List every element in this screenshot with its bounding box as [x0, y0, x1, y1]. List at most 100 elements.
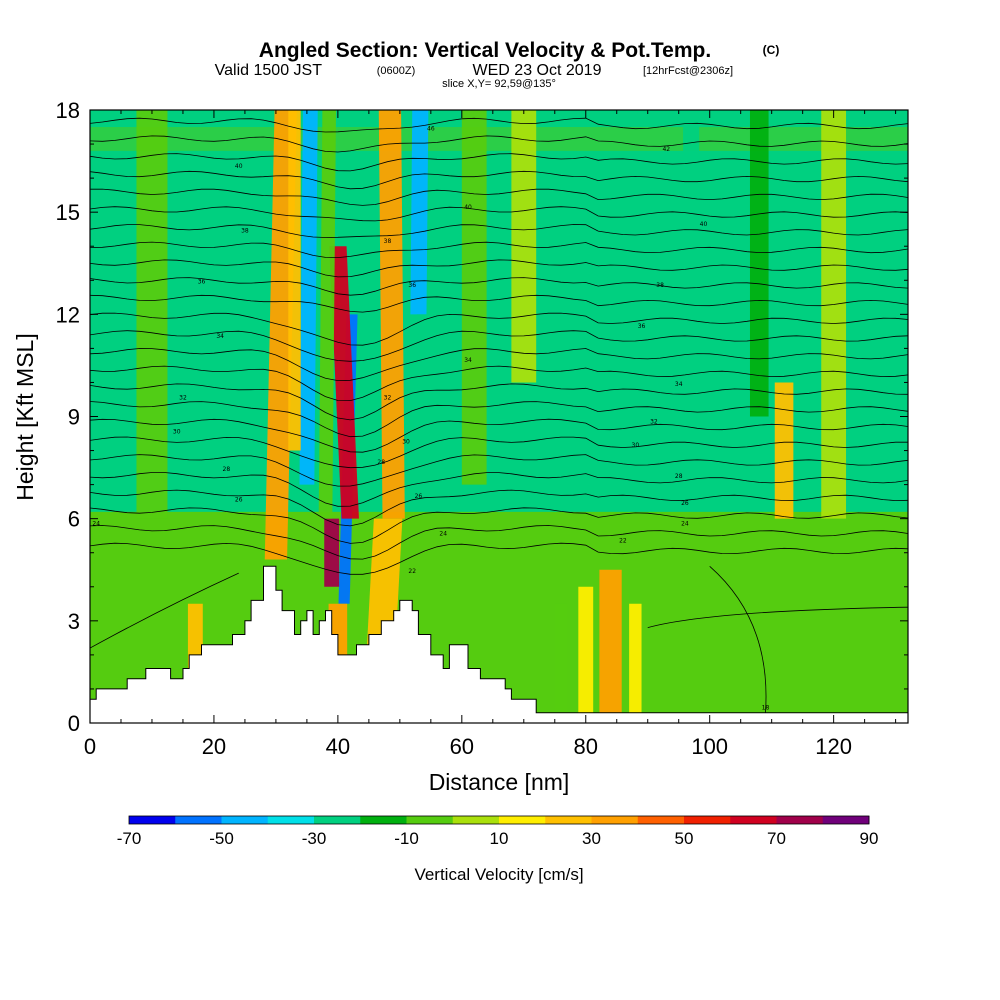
chart-units-tag: (C)	[763, 43, 780, 57]
velocity-plume-12	[288, 110, 301, 451]
colorbar-label-2: -30	[302, 829, 327, 848]
isentrope-7	[90, 436, 908, 469]
forecast-tag: [12hrFcst@2306z]	[643, 65, 733, 77]
contour-label-19: 34	[464, 357, 472, 364]
isentrope-18	[90, 241, 908, 259]
velocity-plume-11	[318, 110, 337, 519]
colorbar-label-3: -10	[394, 829, 419, 848]
contour-label-3: 28	[223, 466, 231, 473]
velocity-plume-18	[774, 382, 794, 519]
contour-label-11: 38	[384, 238, 392, 245]
colorbar-swatch-9	[499, 816, 546, 824]
isentrope-22	[90, 170, 908, 190]
isentrope-6	[90, 454, 908, 487]
isentrope-21	[90, 188, 908, 206]
contour-label-14: 28	[377, 459, 385, 466]
contour-label-25: 34	[675, 381, 683, 388]
velocity-plume-14	[599, 569, 622, 713]
isentrope-5	[90, 472, 908, 507]
contour-label-16: 26	[415, 493, 423, 500]
colorbar-label-8: 90	[860, 829, 879, 848]
contour-label-10: 46	[427, 125, 435, 132]
contour-label-23: 38	[656, 282, 664, 289]
y-tick-label-12: 12	[56, 302, 80, 327]
x-axis-label: Distance [nm]	[429, 769, 570, 795]
contour-label-24: 36	[638, 323, 646, 330]
isentrope-13	[90, 330, 908, 362]
velocity-plume-17	[629, 603, 642, 713]
x-tick-label-20: 20	[202, 734, 226, 759]
colorbar-swatch-15	[776, 816, 824, 824]
colorbar-swatch-11	[591, 816, 639, 824]
colorbar-swatch-13	[684, 816, 731, 824]
velocity-plume-23	[749, 110, 769, 417]
colorbar-frame	[128, 815, 870, 825]
colorbar-swatch-12	[637, 816, 685, 824]
contour-label-7: 36	[198, 279, 206, 286]
isentrope-8	[90, 418, 908, 453]
isentrope-3	[90, 507, 908, 544]
isentrope-15	[90, 294, 908, 313]
colorbar-swatch-6	[360, 816, 407, 824]
contour-label-21: 42	[662, 146, 670, 153]
contour-label-28: 28	[675, 473, 683, 480]
x-tick-label-120: 120	[815, 734, 852, 759]
contour-label-26: 32	[650, 418, 658, 425]
x-axis: 0 20 40 60 80 100 120	[84, 110, 897, 759]
colorbar-labels: -70 -50 -30 -10 10 30 50 70 90	[117, 829, 879, 848]
low-isentrope-2	[647, 606, 908, 629]
colorbar-swatch-2	[175, 816, 222, 824]
contour-label-31: 22	[619, 538, 627, 545]
isentrope-23	[90, 153, 908, 172]
isentrope-11	[90, 365, 908, 402]
colorbar-title: Vertical Velocity [cm/s]	[414, 865, 583, 884]
y-tick-label-18: 18	[56, 98, 80, 123]
isentrope-12	[90, 348, 908, 382]
colorbar-label-1: -50	[209, 829, 234, 848]
colorbar-swatch-1	[129, 816, 176, 824]
colorbar-swatch-5	[314, 816, 361, 824]
upper-band	[90, 127, 908, 151]
colorbar-swatch-4	[267, 816, 315, 824]
isentrope-25	[90, 117, 908, 133]
velocity-plume-19	[821, 110, 847, 519]
isentrope-4	[90, 489, 908, 527]
contour-label-15: 30	[402, 439, 410, 446]
low-isentrope-1	[90, 572, 239, 649]
velocity-plume-21	[461, 110, 487, 485]
isentrope-16	[90, 277, 908, 296]
contour-label-27: 30	[632, 442, 640, 449]
y-tick-label-9: 9	[68, 405, 80, 430]
contour-label-5: 32	[179, 394, 187, 401]
isentrope-24	[90, 135, 908, 153]
contour-label-12: 36	[408, 282, 416, 289]
valid-utc: (0600Z)	[377, 65, 416, 77]
velocity-plume-4	[329, 246, 359, 519]
isentrope-2	[90, 525, 908, 560]
colorbar-swatch-3	[221, 816, 269, 824]
velocity-plume-22	[683, 110, 700, 315]
chart-titles: Angled Section: Vertical Velocity & Pot.…	[215, 39, 780, 90]
contour-label-9: 40	[235, 163, 243, 170]
contour-label-29: 26	[681, 500, 689, 507]
x-tick-label-40: 40	[326, 734, 350, 759]
surface-isentrope	[709, 566, 767, 713]
colorbar	[128, 815, 870, 825]
colorbar-label-6: 50	[675, 829, 694, 848]
contour-labels: 24 26 28 30 32 34 36 38 40 46 38 36 32 28 30 26 24 22 34 40…	[92, 125, 769, 711]
contour-label-17: 24	[439, 531, 447, 538]
velocity-plume-20	[136, 110, 168, 519]
contour-label-1: 24	[92, 520, 100, 527]
isentrope-19	[90, 224, 908, 238]
colorbar-label-7: 70	[767, 829, 786, 848]
contour-label-32: 18	[762, 704, 770, 711]
chart-title: Angled Section: Vertical Velocity & Pot.…	[259, 39, 711, 62]
valid-date: WED 23 Oct 2019	[473, 62, 602, 79]
contour-label-6: 34	[216, 333, 224, 340]
contour-label-22: 40	[700, 221, 708, 228]
x-tick-label-100: 100	[691, 734, 728, 759]
contour-label-2: 26	[235, 497, 243, 504]
colorbar-swatch-8	[452, 816, 500, 824]
contour-label-30: 24	[681, 520, 689, 527]
velocity-plume-2	[299, 110, 318, 485]
